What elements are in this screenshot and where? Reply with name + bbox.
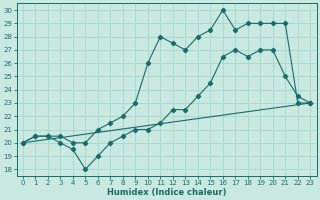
X-axis label: Humidex (Indice chaleur): Humidex (Indice chaleur) xyxy=(107,188,226,197)
